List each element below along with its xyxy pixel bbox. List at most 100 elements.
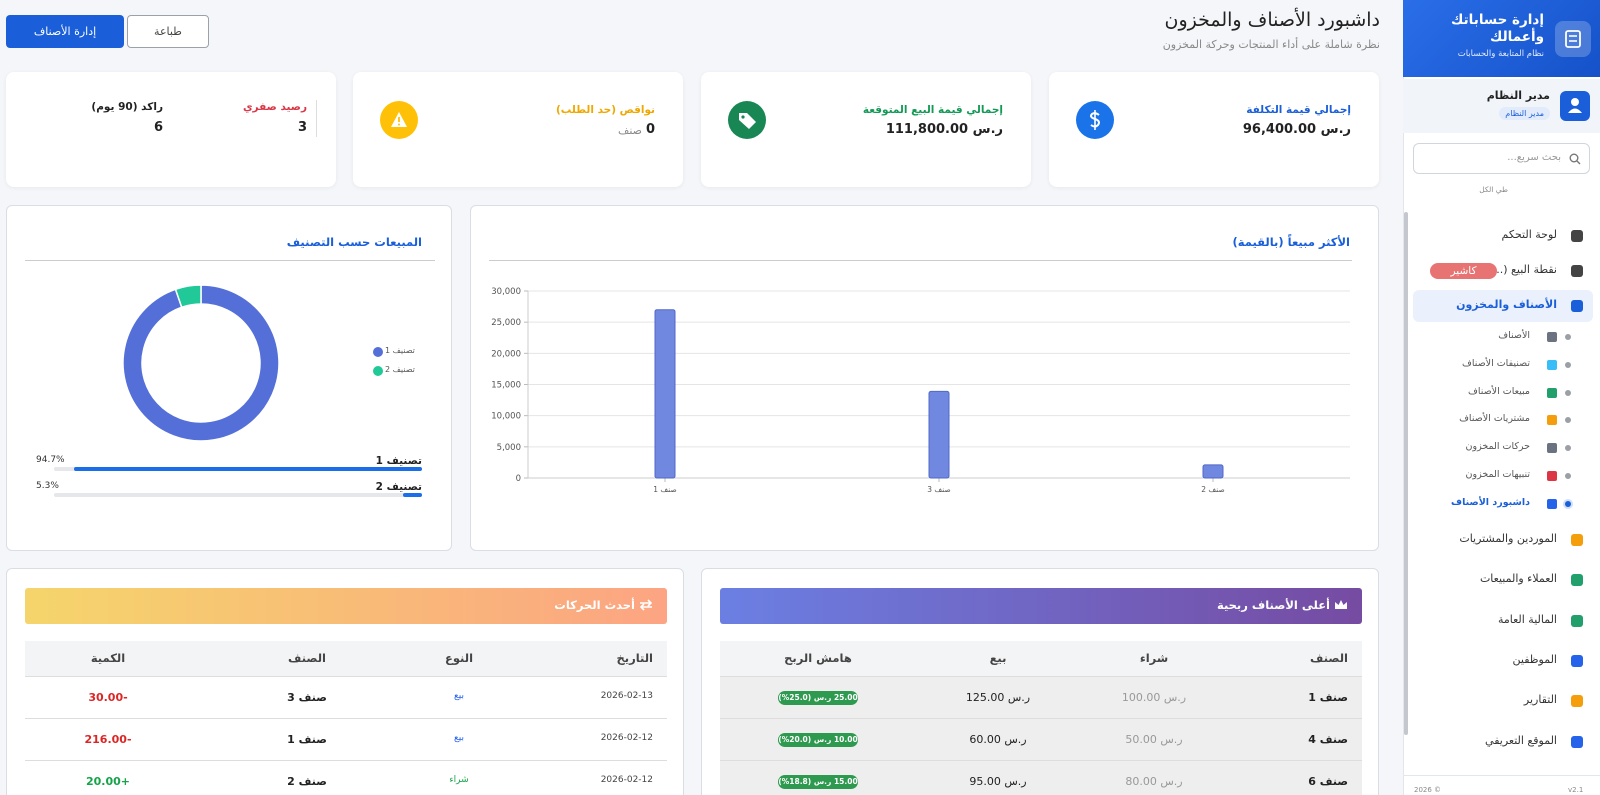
card-value: 111,800.00 ر.س [885, 122, 1003, 137]
menu-icon [1571, 695, 1583, 708]
card [6, 72, 336, 187]
column-header: هامش الربح [784, 651, 852, 665]
menu-item[interactable]: نقطة البيع (... [1492, 263, 1557, 276]
progress-bar [73, 467, 422, 471]
card-label: نواقص (حد الطلب) [555, 104, 655, 116]
user-avatar [1560, 91, 1590, 121]
table-cell: بيع [453, 733, 464, 743]
column-header: بيع [989, 651, 1007, 665]
profit-table-panel: أعلى الأصناف ربحية الصنف شراء بيع هامش الرب… [701, 568, 1379, 795]
search-box[interactable]: بحث سريع... [1413, 143, 1590, 174]
collapse-all[interactable]: طي الكل [1479, 185, 1508, 194]
card-value: 3 [297, 120, 307, 135]
column-header: الصنف [288, 651, 326, 665]
legend-label: تصنيف 1 [385, 346, 415, 355]
submenu-item[interactable]: مشتريات الأصناف [1459, 413, 1530, 425]
menu-item[interactable]: التقارير [1523, 693, 1557, 707]
column-header: الكمية [90, 651, 126, 665]
submenu-item[interactable]: حركات المخزون [1465, 441, 1530, 453]
manage-button[interactable]: إدارة الأصناف [6, 15, 124, 48]
card-icon [1076, 101, 1114, 139]
tag-glyph [739, 113, 756, 129]
y-tick-label: 0 [516, 474, 521, 484]
menu-item[interactable]: الموقع التعريفي [1485, 733, 1557, 747]
bar [654, 309, 676, 479]
card-divider [316, 100, 317, 137]
x-tick-label: صنف 2 [1201, 485, 1225, 494]
submenu-icon [1547, 443, 1557, 454]
y-tick-label: 25,000 [491, 318, 521, 328]
submenu-item[interactable]: الأصناف [1498, 330, 1530, 341]
menu-icon [1571, 735, 1583, 748]
title-rule [25, 260, 435, 261]
print-button-label: طباعة [154, 25, 182, 38]
bar [928, 390, 950, 479]
menu-icon [1571, 534, 1583, 546]
crown-icon [1335, 600, 1347, 609]
table-header-row [720, 641, 1362, 677]
table-banner [25, 588, 667, 624]
submenu-bullet [1565, 361, 1571, 368]
exchange-icon [639, 599, 653, 611]
card-icon [728, 101, 766, 139]
user-role: مدير النظام [1499, 107, 1550, 120]
brand-title: إدارة حساباتك وأعمالك [1451, 12, 1544, 45]
submenu-bullet [1565, 417, 1571, 424]
y-tick-label: 20,000 [491, 349, 521, 359]
table-cell: 95.00 ر.س [969, 775, 1027, 788]
submenu-bullet [1565, 389, 1571, 396]
menu-item[interactable]: المالية العامة [1497, 612, 1557, 626]
pie-slice [174, 284, 202, 309]
bar-chart-panel: الأكثر مبيعاً (بالقيمة) 0 5,000 10,000 15,0… [470, 205, 1379, 551]
table-header-row [25, 641, 667, 677]
progress-label: تصنيف 1 [375, 455, 422, 467]
profit-badge: 25.00 ر.س (25.0%) [778, 691, 858, 705]
page-title: داشبورد الأصناف والمخزون [1164, 9, 1381, 31]
table-cell: 80.00 ر.س [1125, 775, 1183, 788]
bar-chart: 0 5,000 10,000 15,000 20,000 25,000 30,000 صنف … [491, 287, 1350, 494]
submenu-item[interactable]: داشبورد الأصناف [1451, 496, 1530, 508]
menu-item[interactable]: الأصناف والمخزون [1456, 298, 1557, 311]
column-header: النوع [444, 651, 474, 665]
column-header: الصنف [1310, 651, 1348, 665]
submenu-item[interactable]: مبيعات الأصناف [1468, 385, 1530, 397]
card-label: راكد (90 يوم) [91, 101, 163, 113]
menu-icon [1571, 614, 1583, 627]
brand-icon [1555, 21, 1591, 57]
table-cell: -30.00 [88, 691, 128, 704]
manage-button-label: إدارة الأصناف [33, 25, 97, 38]
menu-item[interactable]: الموظفين [1512, 652, 1557, 666]
column-header: التاريخ [616, 651, 654, 665]
dollar-glyph [1090, 110, 1100, 130]
submenu-item[interactable]: تصنيفات الأصناف [1461, 357, 1530, 369]
table-row [25, 761, 667, 795]
card-label: رصيد صفري [242, 101, 307, 113]
scrollbar [1404, 212, 1408, 735]
menu-icon [1571, 300, 1583, 312]
print-button[interactable]: طباعة [127, 15, 209, 48]
pie-chart-panel: المبيعات حسب التصنيف تصنيف 1 تصنيف 1 94.7%… [6, 205, 452, 551]
submenu-icon [1547, 415, 1557, 426]
profit-badge: 10.00 ر.س (20.0%) [778, 733, 858, 747]
submenu-icon [1547, 359, 1557, 370]
legend-label: تصنيف 2 [385, 365, 415, 374]
table-cell: بيع [453, 691, 464, 701]
pie-slice [122, 284, 280, 442]
table-title: أحدث الحركات [554, 598, 635, 612]
menu-icon [1571, 574, 1583, 587]
table-cell: +20.00 [85, 775, 130, 788]
menu-item[interactable]: العملاء والمبيعات [1479, 572, 1557, 586]
brand-bar [1403, 0, 1600, 77]
submenu-icon [1547, 332, 1557, 342]
table-cell: 50.00 ر.س [1125, 733, 1183, 746]
menu-badge: كاشير [1430, 263, 1497, 279]
submenu-item[interactable]: تنبيهات المخزون [1465, 469, 1530, 480]
menu-item[interactable]: لوحة التحكم [1501, 228, 1557, 241]
active-menu-bg [1413, 290, 1593, 322]
progress-track [54, 493, 422, 497]
y-tick-label: 5,000 [497, 443, 521, 453]
menu-item[interactable]: الموردين والمشتريات [1459, 532, 1557, 545]
chart-title: المبيعات حسب التصنيف [286, 235, 422, 249]
card-value: 96,400.00 ر.س [1242, 122, 1351, 137]
